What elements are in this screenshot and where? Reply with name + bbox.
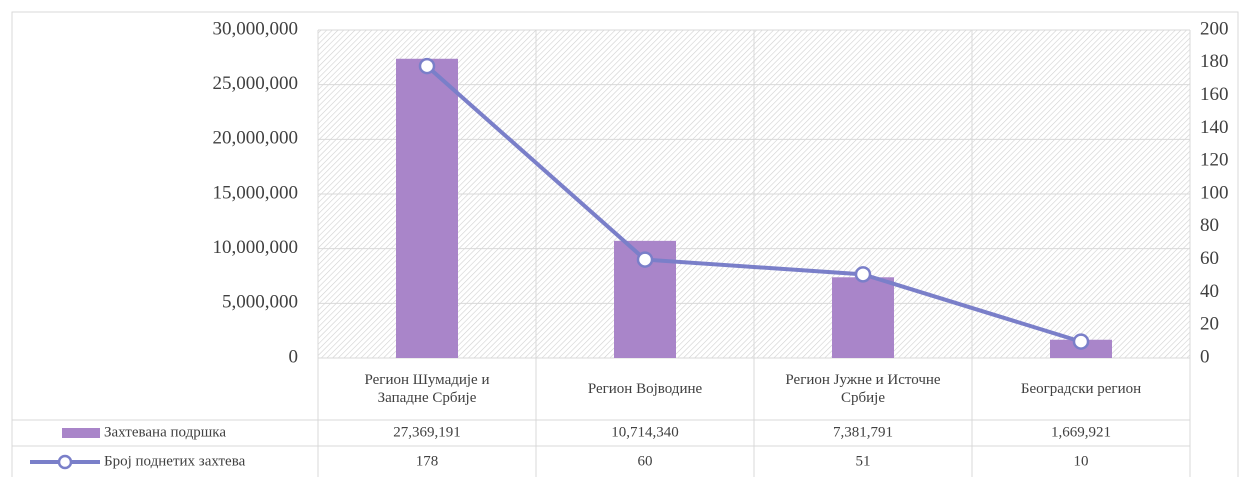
line-marker	[636, 251, 654, 268]
y-tick-label: 10,000,000	[213, 237, 299, 258]
legend-label: Захтевана подршка	[104, 424, 226, 440]
y2-tick-label: 160	[1200, 84, 1229, 105]
y-tick-label: 15,000,000	[213, 182, 299, 203]
x-tick-label: Регион Шумадије и Западне Србије	[364, 372, 490, 406]
bar	[832, 277, 894, 358]
line	[425, 64, 1082, 344]
table-value: 7,381,791	[833, 424, 893, 440]
y-tick-label: 30,000,000	[213, 18, 299, 39]
y2-tick-label: 100	[1200, 182, 1229, 203]
y2-tick-label: 0	[1200, 346, 1210, 367]
line-marker	[418, 57, 436, 75]
table-value: 60	[638, 453, 653, 469]
y-tick-label: 0	[289, 346, 299, 367]
y2-tick-label: 120	[1200, 150, 1229, 171]
table-value: 178	[416, 453, 439, 469]
x-tick-label: Регион Јужне и Источне Србије	[785, 372, 941, 406]
y2-tick-label: 60	[1200, 248, 1219, 269]
table-value: 1,669,921	[1051, 424, 1111, 440]
legend-label: Број поднетих захтева	[104, 453, 246, 469]
table-value: 51	[856, 453, 871, 469]
y-tick-label: 20,000,000	[213, 128, 299, 149]
y2-tick-label: 80	[1200, 215, 1219, 236]
y2-tick-label: 20	[1200, 314, 1219, 335]
x-tick-label: Београдски регион	[1020, 381, 1142, 397]
frame	[11, 11, 1239, 477]
table-value: 10	[1074, 453, 1089, 469]
line-marker	[854, 266, 872, 283]
y-tick-label: 25,000,000	[213, 73, 299, 94]
bar	[396, 58, 458, 358]
y2-tick-label: 200	[1200, 18, 1229, 39]
legend-key	[62, 428, 100, 438]
line-marker	[1072, 333, 1090, 350]
x-tick-label: Регион Војводине	[587, 381, 703, 397]
legend-key	[57, 454, 73, 470]
table-value: 10,714,340	[611, 424, 679, 440]
table-value: 27,369,191	[393, 424, 461, 440]
y2-tick-label: 40	[1200, 281, 1219, 302]
y-tick-label: 5,000,000	[222, 292, 298, 313]
y2-tick-label: 140	[1200, 117, 1229, 138]
y2-tick-label: 180	[1200, 51, 1229, 72]
